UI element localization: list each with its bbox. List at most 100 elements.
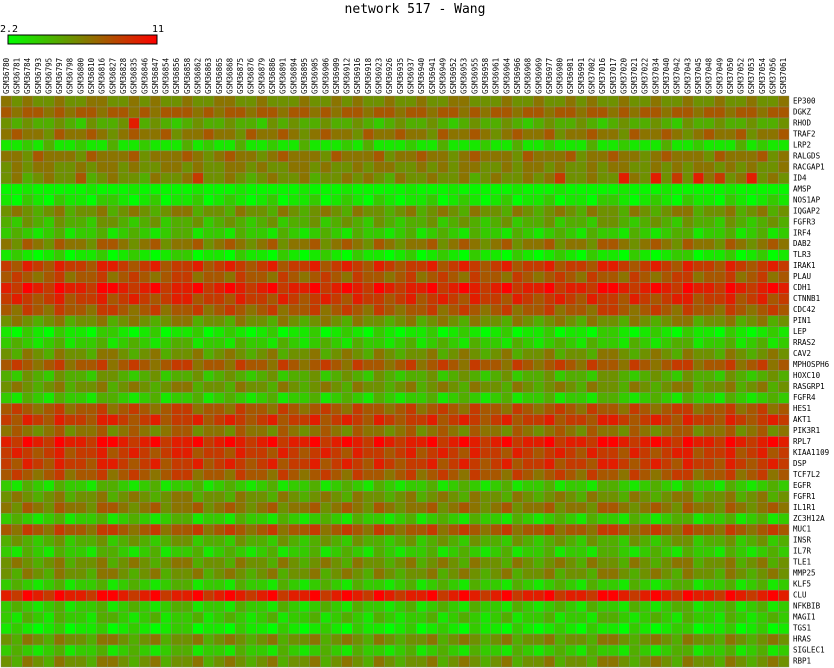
heatmap-cell xyxy=(661,172,673,185)
heatmap-cell xyxy=(277,326,289,338)
heatmap-cell xyxy=(128,183,140,196)
heatmap-cell xyxy=(288,95,300,108)
heatmap-cell xyxy=(511,260,523,272)
heatmap-cell xyxy=(128,381,140,393)
heatmap-cell xyxy=(330,282,342,294)
heatmap-cell xyxy=(565,567,577,580)
heatmap-cell xyxy=(586,600,598,613)
heatmap-cell xyxy=(639,578,651,591)
heatmap-cell xyxy=(565,589,577,602)
heatmap-cell xyxy=(267,480,279,492)
heatmap-cell xyxy=(11,117,23,130)
heatmap-cell xyxy=(64,436,76,448)
heatmap-cell xyxy=(54,293,66,305)
heatmap-cell xyxy=(692,491,705,503)
heatmap-cell xyxy=(213,249,225,261)
heatmap-cell xyxy=(309,304,321,316)
heatmap-cell xyxy=(746,271,758,283)
heatmap-cell xyxy=(192,172,204,185)
heatmap-cell xyxy=(32,469,44,481)
heatmap-cell xyxy=(767,359,779,371)
heatmap-cell xyxy=(107,106,119,119)
heatmap-cell xyxy=(160,117,172,130)
heatmap-cell xyxy=(533,589,545,602)
heatmap-cell xyxy=(64,183,76,196)
heatmap-cell xyxy=(778,491,790,503)
heatmap-cell xyxy=(192,392,204,404)
heatmap-cell xyxy=(352,567,364,580)
heatmap-cell xyxy=(235,381,247,393)
heatmap-cell xyxy=(735,205,747,217)
heatmap-cell xyxy=(703,600,715,613)
heatmap-cell xyxy=(586,348,598,360)
heatmap-cell xyxy=(511,633,523,646)
heatmap-cell xyxy=(437,106,449,119)
heatmap-cell xyxy=(298,348,311,360)
row-label: ZC3H12A xyxy=(793,514,825,523)
heatmap-cell xyxy=(75,480,87,492)
heatmap-cell xyxy=(96,326,108,338)
heatmap-cell xyxy=(501,546,513,558)
heatmap-cell xyxy=(309,524,321,536)
heatmap-cell xyxy=(203,567,215,580)
heatmap-cell xyxy=(703,425,715,437)
heatmap-cell xyxy=(171,260,183,272)
heatmap-cell xyxy=(96,403,108,415)
column-label: GSM37061 xyxy=(779,58,788,94)
heatmap-cell xyxy=(416,578,428,591)
heatmap-cell xyxy=(682,238,694,250)
heatmap-cell xyxy=(373,238,385,250)
heatmap-cell xyxy=(362,139,374,152)
heatmap-cell xyxy=(384,589,396,602)
heatmap-cell xyxy=(543,502,555,514)
heatmap-cell xyxy=(128,655,140,668)
heatmap-cell xyxy=(416,348,428,360)
heatmap-cell xyxy=(330,425,342,437)
heatmap-cell xyxy=(160,403,172,415)
heatmap-cell xyxy=(639,359,651,371)
column-label: GSM36784 xyxy=(23,57,32,94)
heatmap-cell xyxy=(778,392,790,404)
heatmap-cell xyxy=(128,600,140,613)
heatmap-cell xyxy=(192,600,204,613)
heatmap-cell xyxy=(320,436,332,448)
heatmap-cell xyxy=(661,567,673,580)
heatmap-cell xyxy=(511,326,523,338)
heatmap-cell xyxy=(288,238,300,250)
heatmap-cell xyxy=(149,205,161,217)
heatmap-cell xyxy=(490,293,502,305)
heatmap-cell xyxy=(181,403,193,415)
heatmap-cell xyxy=(32,359,44,371)
heatmap-cell xyxy=(11,315,23,327)
heatmap-cell xyxy=(661,458,673,470)
heatmap-cell xyxy=(11,644,23,657)
heatmap-cell xyxy=(543,611,555,624)
heatmap-cell xyxy=(128,172,140,185)
heatmap-cell xyxy=(458,644,470,657)
heatmap-cell xyxy=(352,238,364,250)
heatmap-cell xyxy=(192,128,204,141)
heatmap-cell xyxy=(75,567,87,580)
heatmap-cell xyxy=(309,293,321,305)
heatmap-cell xyxy=(235,205,247,217)
heatmap-cell xyxy=(288,589,300,602)
heatmap-cell xyxy=(394,260,406,272)
heatmap-cell xyxy=(746,524,758,536)
heatmap-cell xyxy=(192,491,204,503)
heatmap-cell xyxy=(639,633,651,646)
heatmap-cell xyxy=(394,282,406,294)
heatmap-cell xyxy=(469,359,481,371)
heatmap-cell xyxy=(341,117,353,130)
heatmap-cell xyxy=(533,392,545,404)
heatmap-cell xyxy=(682,403,694,415)
heatmap-cell xyxy=(756,491,768,503)
heatmap-cell xyxy=(96,205,108,217)
heatmap-cell xyxy=(32,381,44,393)
heatmap-cell xyxy=(107,359,119,371)
heatmap-cell xyxy=(650,172,662,185)
heatmap-cell xyxy=(107,600,119,613)
heatmap-cell xyxy=(139,403,151,415)
heatmap-cell xyxy=(479,644,492,657)
heatmap-cell xyxy=(171,546,183,558)
heatmap-cell xyxy=(11,194,23,207)
